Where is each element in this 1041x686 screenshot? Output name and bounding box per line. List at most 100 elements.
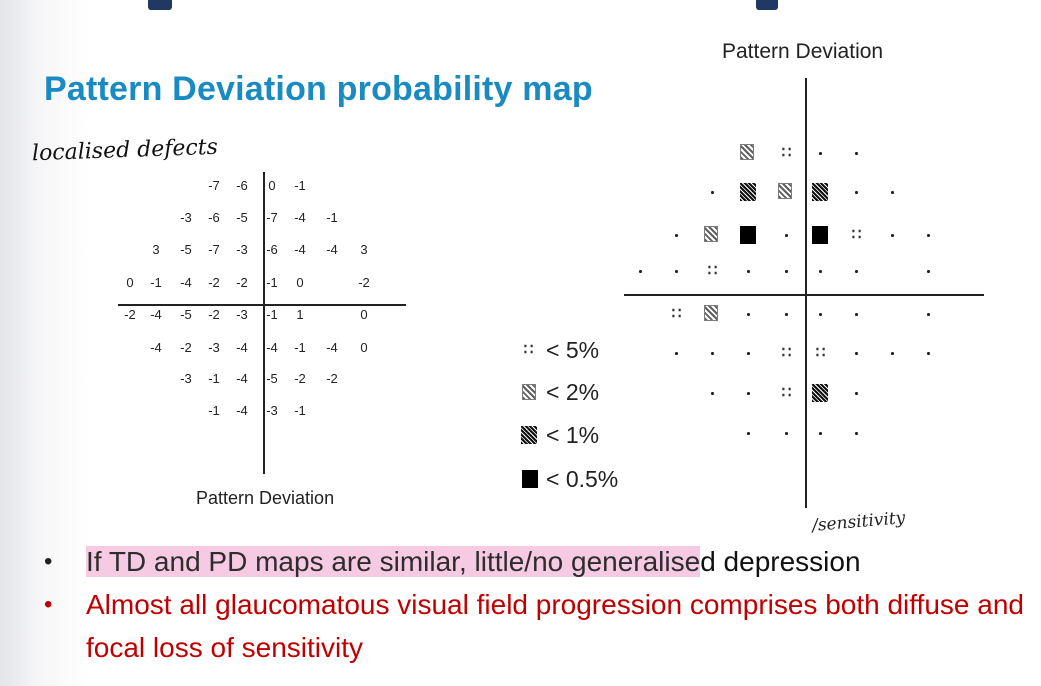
normal-point xyxy=(920,305,936,323)
p1-point xyxy=(740,183,756,201)
solid-square-icon xyxy=(520,468,540,490)
deviation-value: -5 xyxy=(180,242,192,257)
normal-point xyxy=(884,226,900,244)
p5-point: ∷ xyxy=(671,305,682,322)
normal-point xyxy=(812,424,828,442)
deviation-value: 3 xyxy=(152,242,160,257)
normal-point xyxy=(848,262,864,280)
p05-point xyxy=(740,226,756,244)
deviation-value: 0 xyxy=(360,307,368,322)
p5-point: ∷ xyxy=(781,144,792,161)
normal-point xyxy=(778,424,794,442)
deviation-value: -7 xyxy=(208,178,220,193)
bullet-2-text: Almost all glaucomatous visual field pro… xyxy=(86,589,1024,663)
dots-icon: ∷ xyxy=(523,341,534,358)
deviation-value: -4 xyxy=(180,275,192,290)
horizontal-axis xyxy=(118,304,406,306)
slide-title: Pattern Deviation probability map xyxy=(44,70,593,108)
normal-point xyxy=(668,344,684,362)
deviation-value: -7 xyxy=(208,242,220,257)
deviation-value: -4 xyxy=(236,371,248,386)
normal-point xyxy=(920,344,936,362)
p2-point xyxy=(704,226,718,242)
normal-point xyxy=(704,344,720,362)
deviation-value: -2 xyxy=(294,371,306,386)
light-hatch-icon xyxy=(520,381,540,403)
legend-label-05pct: < 0.5% xyxy=(546,465,619,492)
deviation-value: -1 xyxy=(326,210,338,225)
deviation-value: -4 xyxy=(150,307,162,322)
bullet-icon: • xyxy=(44,591,53,618)
legend-label-1pct: < 1% xyxy=(546,421,600,448)
map-vertical-axis xyxy=(805,78,807,508)
deviation-value: -5 xyxy=(266,371,278,386)
p5-point: ∷ xyxy=(781,384,792,401)
deviation-value: -3 xyxy=(236,242,248,257)
left-chart-caption: Pattern Deviation xyxy=(196,488,335,508)
deviation-value: -4 xyxy=(266,340,278,355)
deviation-value: -4 xyxy=(294,210,306,225)
normal-point xyxy=(848,344,864,362)
normal-point xyxy=(812,305,828,323)
normal-point xyxy=(632,262,648,280)
normal-point xyxy=(812,144,828,162)
normal-point xyxy=(812,262,828,280)
normal-point xyxy=(848,305,864,323)
deviation-value: -6 xyxy=(266,242,278,257)
vertical-axis xyxy=(263,172,265,474)
deviation-value: 0 xyxy=(126,275,134,290)
normal-point xyxy=(740,384,756,402)
deviation-value: -5 xyxy=(180,307,192,322)
bullet-item-2: • Almost all glaucomatous visual field p… xyxy=(44,583,1034,669)
deviation-value: 0 xyxy=(268,178,276,193)
legend-item-05pct: < 0.5% xyxy=(520,464,618,494)
top-banner xyxy=(0,0,1041,12)
deviation-value: -1 xyxy=(266,307,278,322)
legend-label-5pct: < 5% xyxy=(546,336,600,363)
deviation-value: -5 xyxy=(236,210,248,225)
normal-point xyxy=(920,226,936,244)
normal-point xyxy=(848,183,864,201)
deviation-value: -2 xyxy=(124,307,136,322)
deviation-value: -1 xyxy=(294,403,306,418)
normal-point xyxy=(848,144,864,162)
deviation-value: -2 xyxy=(208,275,220,290)
deviation-value: -7 xyxy=(266,210,278,225)
p05-point xyxy=(812,226,828,244)
deviation-value: -1 xyxy=(208,403,220,418)
normal-point xyxy=(848,424,864,442)
deviation-value: -2 xyxy=(326,371,338,386)
map-horizontal-axis xyxy=(624,294,984,296)
deviation-value: -2 xyxy=(208,307,220,322)
deviation-value: -4 xyxy=(150,340,162,355)
deviation-value: -1 xyxy=(208,371,220,386)
normal-point xyxy=(704,183,720,201)
deviation-value: -4 xyxy=(294,242,306,257)
bullet-1-rest: d depression xyxy=(700,546,861,577)
normal-point xyxy=(704,384,720,402)
deviation-value: -1 xyxy=(150,275,162,290)
bullet-icon: • xyxy=(44,548,53,575)
normal-point xyxy=(740,305,756,323)
deviation-value: -3 xyxy=(236,307,248,322)
legend-item-1pct: < 1% xyxy=(520,420,599,450)
deviation-value: -2 xyxy=(358,275,370,290)
normal-point xyxy=(668,226,684,244)
handwritten-note-sensitivity: /sensitivity xyxy=(811,507,907,537)
deviation-value: -3 xyxy=(180,371,192,386)
deviation-value: -4 xyxy=(236,340,248,355)
dark-hatch-icon xyxy=(520,424,540,446)
deviation-value: 3 xyxy=(360,242,368,257)
p2-point xyxy=(778,183,792,199)
normal-point xyxy=(778,305,794,323)
normal-point xyxy=(778,262,794,280)
deviation-value: -4 xyxy=(236,403,248,418)
legend-label-2pct: < 2% xyxy=(546,378,600,405)
deviation-value: 0 xyxy=(296,275,304,290)
deviation-value: -1 xyxy=(266,275,278,290)
bullet-item-1: • If TD and PD maps are similar, little/… xyxy=(44,540,1034,583)
deviation-value: -1 xyxy=(294,340,306,355)
right-chart-caption: Pattern Deviation xyxy=(722,40,884,63)
normal-point xyxy=(740,424,756,442)
deviation-value: -4 xyxy=(326,340,338,355)
